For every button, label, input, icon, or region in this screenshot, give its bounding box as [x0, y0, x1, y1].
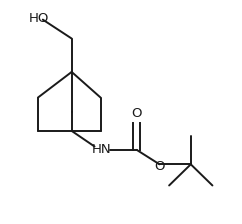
Text: HO: HO: [28, 13, 49, 26]
Text: O: O: [131, 107, 142, 120]
Text: O: O: [154, 160, 164, 173]
Text: HN: HN: [92, 143, 112, 156]
